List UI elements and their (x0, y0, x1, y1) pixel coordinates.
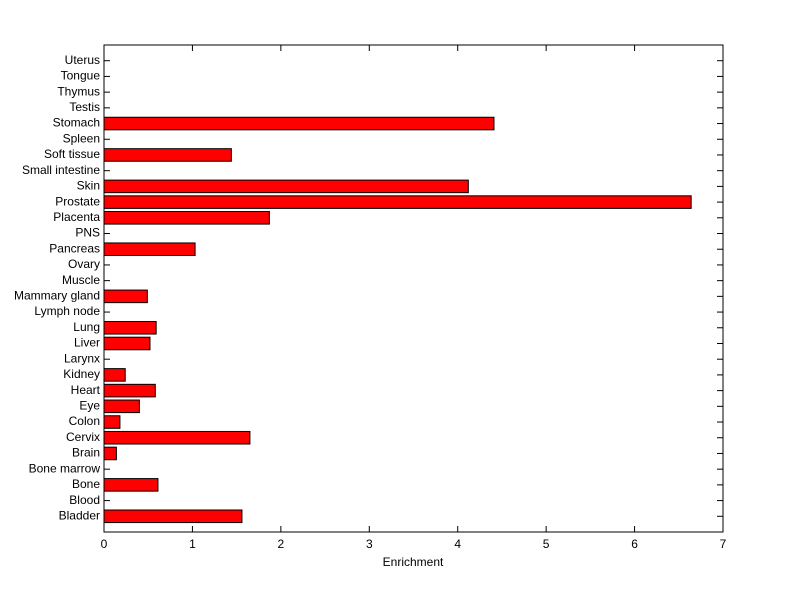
y-tick-label: Colon (69, 414, 100, 428)
x-tick-label: 3 (366, 537, 373, 551)
y-tick-label: Cervix (66, 430, 100, 444)
x-tick-label: 7 (720, 537, 727, 551)
y-tick-label: Pancreas (49, 241, 100, 255)
bar (103, 179, 469, 194)
bar (103, 211, 270, 225)
y-tick-label: Soft tissue (44, 147, 100, 161)
bar (103, 320, 157, 335)
y-tick-label: Ovary (68, 257, 100, 271)
y-tick-label: Bone (72, 477, 100, 491)
y-tick-label: Heart (71, 383, 101, 397)
y-tick-label: Mammary gland (14, 289, 100, 303)
bar (103, 368, 126, 382)
bar (103, 116, 495, 131)
bar (103, 415, 121, 429)
y-tick-label: Tongue (61, 69, 101, 83)
x-axis-label: Enrichment (383, 555, 444, 569)
bar (103, 509, 243, 524)
y-tick-label: Small intestine (22, 163, 100, 177)
x-tick-label: 0 (101, 537, 108, 551)
y-tick-label: Bladder (59, 508, 100, 522)
bar (103, 478, 159, 492)
y-tick-label: Spleen (63, 131, 100, 145)
y-tick-label: Blood (69, 493, 100, 507)
y-tick-label: Brain (72, 446, 100, 460)
x-tick-label: 6 (631, 537, 638, 551)
x-tick-label: 5 (543, 537, 550, 551)
bar (103, 446, 117, 461)
y-tick-label: Larynx (64, 351, 100, 365)
bar (103, 148, 232, 162)
y-tick-label: Uterus (65, 53, 100, 67)
y-tick-label: Eye (79, 398, 100, 412)
y-tick-label: Bone marrow (29, 461, 101, 475)
y-tick-label: Kidney (63, 367, 100, 381)
bar (103, 336, 151, 351)
y-tick-label: Prostate (55, 194, 100, 208)
y-tick-label: Thymus (57, 84, 100, 98)
y-tick-label: Placenta (53, 210, 100, 224)
y-tick-label: Stomach (53, 116, 100, 130)
bar (103, 383, 156, 398)
y-tick-label: PNS (75, 226, 100, 240)
y-tick-label: Lung (73, 320, 100, 334)
x-tick-label: 4 (454, 537, 461, 551)
bar (103, 289, 148, 304)
x-tick-label: 2 (278, 537, 285, 551)
y-tick-label: Liver (74, 336, 100, 350)
y-tick-label: Muscle (62, 273, 100, 287)
bar (103, 242, 196, 257)
y-tick-label: Testis (69, 100, 100, 114)
bar (103, 399, 140, 414)
y-tick-label: Skin (77, 179, 100, 193)
x-tick-label: 1 (189, 537, 196, 551)
bar (103, 430, 251, 445)
bar (103, 195, 692, 209)
y-tick-label: Lymph node (34, 304, 100, 318)
